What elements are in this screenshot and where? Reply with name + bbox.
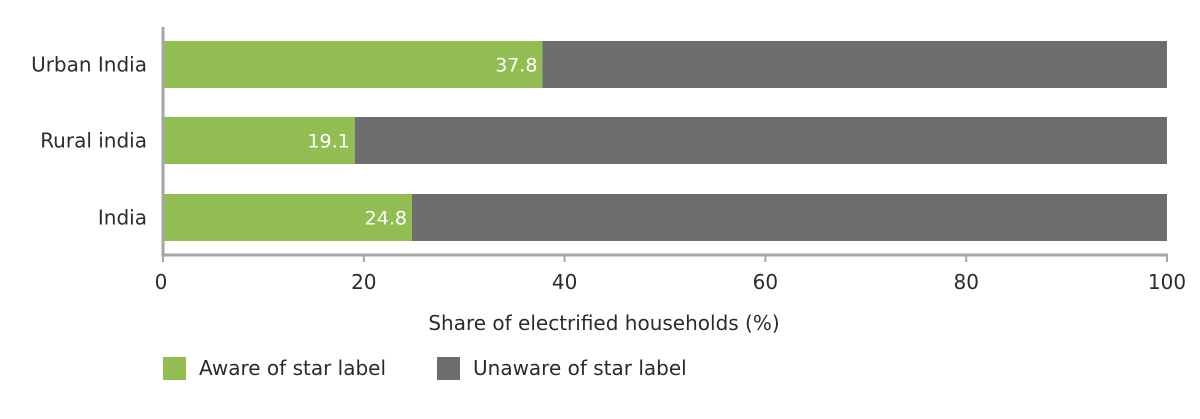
legend-swatch — [437, 357, 460, 380]
bar-unaware — [354, 117, 1167, 164]
category-labels: Urban India Rural india India — [31, 53, 147, 230]
bar-aware — [163, 41, 543, 88]
x-axis-title: Share of electrified households (%) — [428, 311, 779, 335]
data-label: 37.8 — [495, 55, 537, 77]
legend-swatch — [163, 357, 186, 380]
category-label: India — [98, 206, 147, 230]
bar-unaware — [542, 41, 1167, 88]
category-label: Urban India — [31, 53, 147, 77]
category-label: Rural india — [40, 129, 147, 153]
bar-aware — [163, 117, 355, 164]
x-tick-label: 0 — [155, 270, 168, 294]
data-label: 19.1 — [307, 131, 349, 153]
bars — [163, 41, 1167, 241]
data-labels: 37.8 19.1 24.8 — [307, 55, 537, 230]
x-ticks: 0 20 40 60 80 100 — [155, 255, 1186, 294]
legend-label: Unaware of star label — [473, 356, 687, 380]
x-tick-label: 60 — [753, 270, 778, 294]
legend: Aware of star label Unaware of star label — [163, 356, 687, 380]
x-tick-label: 40 — [552, 270, 577, 294]
x-tick-label: 20 — [351, 270, 376, 294]
axes — [161, 27, 1168, 257]
bar-aware — [163, 194, 412, 241]
x-tick-label: 100 — [1148, 270, 1186, 294]
legend-label: Aware of star label — [199, 356, 386, 380]
data-label: 24.8 — [365, 208, 407, 230]
x-tick-label: 80 — [953, 270, 978, 294]
bar-unaware — [411, 194, 1167, 241]
